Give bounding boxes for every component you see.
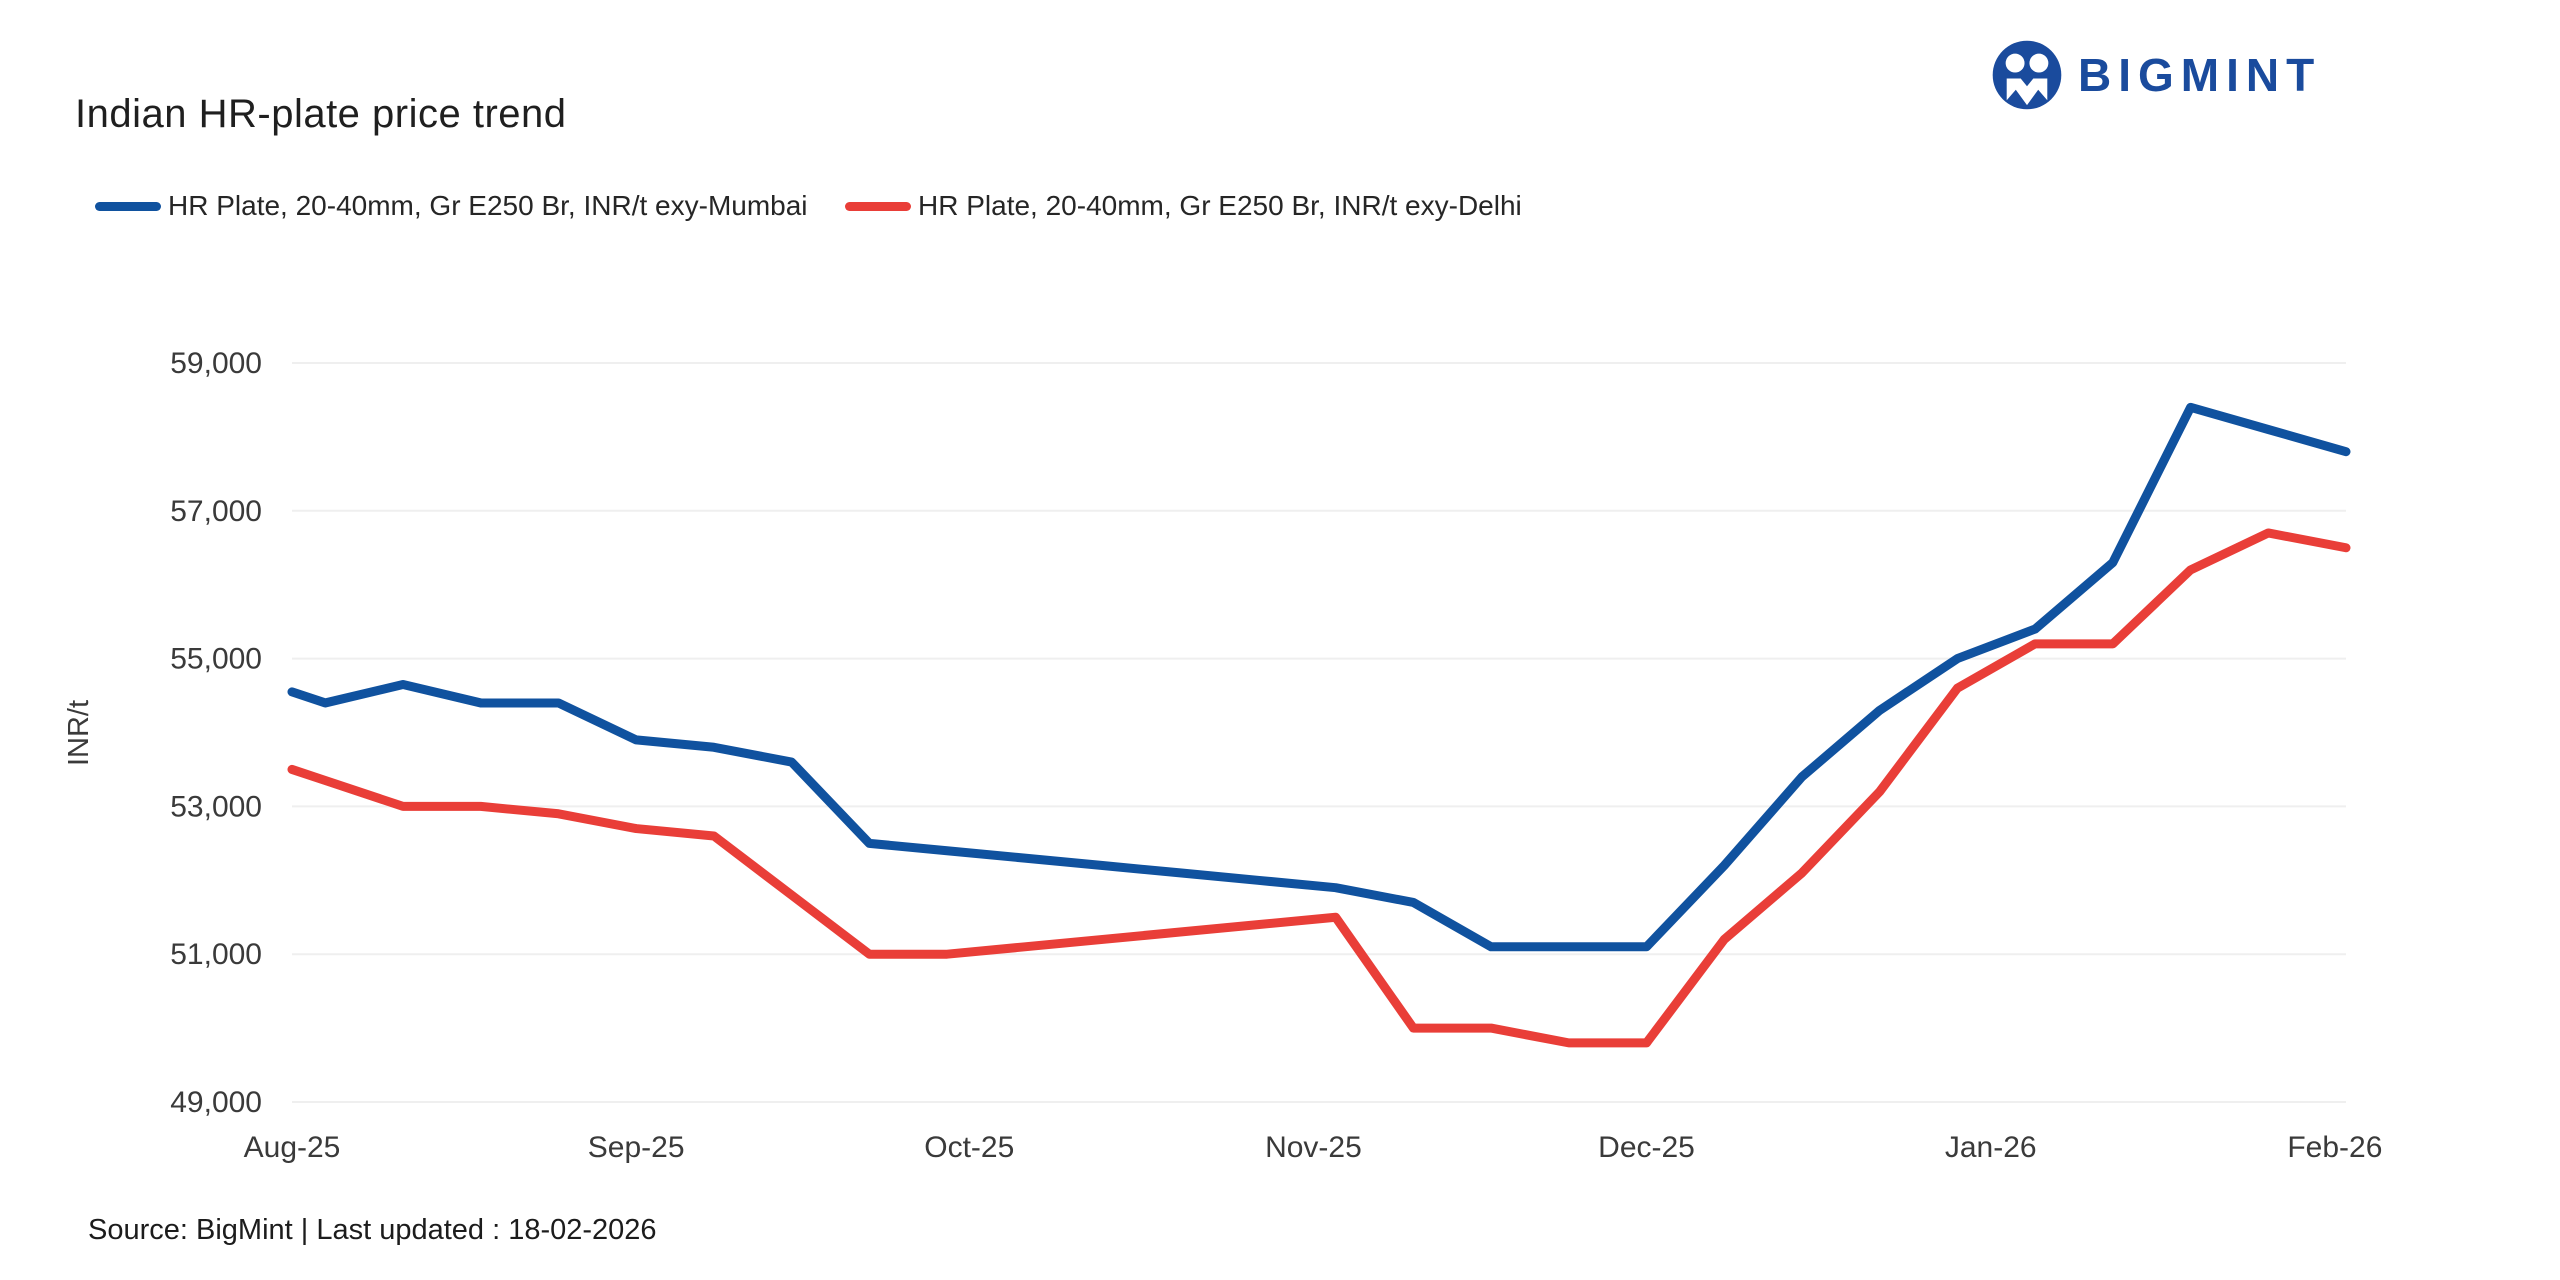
x-tick-label: Nov-25 <box>1265 1131 1362 1164</box>
series-line-mumbai <box>287 402 2351 952</box>
y-tick-label: 49,000 <box>170 1086 262 1119</box>
y-axis-title: INR/t <box>63 699 95 767</box>
source-note: Source: BigMint | Last updated : 18-02-2… <box>88 1214 657 1246</box>
series-line-delhi <box>287 528 2351 1048</box>
delhi-line-swatch <box>845 201 911 211</box>
x-tick-label: Jan-26 <box>1945 1131 2037 1164</box>
x-tick-label: Sep-25 <box>588 1131 685 1164</box>
y-tick-label: 57,000 <box>170 495 262 528</box>
y-tick-label: 53,000 <box>170 790 262 823</box>
legend-label-mumbai: HR Plate, 20-40mm, Gr E250 Br, INR/t exy… <box>168 190 808 221</box>
legend-item-mumbai: HR Plate, 20-40mm, Gr E250 Br, INR/t exy… <box>95 188 808 224</box>
legend-label-delhi: HR Plate, 20-40mm, Gr E250 Br, INR/t exy… <box>918 190 1522 221</box>
brand-logo: BIGMINT <box>1992 40 2321 110</box>
mumbai-line-swatch <box>95 201 161 211</box>
y-tick-label: 55,000 <box>170 643 262 676</box>
x-tick-label: Aug-25 <box>244 1131 341 1164</box>
legend-item-delhi: HR Plate, 20-40mm, Gr E250 Br, INR/t exy… <box>845 188 1522 224</box>
x-tick-label: Dec-25 <box>1598 1131 1695 1164</box>
legend: HR Plate, 20-40mm, Gr E250 Br, INR/t exy… <box>0 188 2560 224</box>
page-title: Indian HR-plate price trend <box>75 92 567 136</box>
y-tick-label: 51,000 <box>170 938 262 971</box>
x-tick-label: Feb-26 <box>2287 1131 2382 1164</box>
bigmint-logo-icon <box>1992 40 2062 110</box>
x-tick-label: Oct-25 <box>924 1131 1014 1164</box>
brand-name: BIGMINT <box>2078 49 2322 101</box>
y-tick-label: 59,000 <box>170 347 262 380</box>
